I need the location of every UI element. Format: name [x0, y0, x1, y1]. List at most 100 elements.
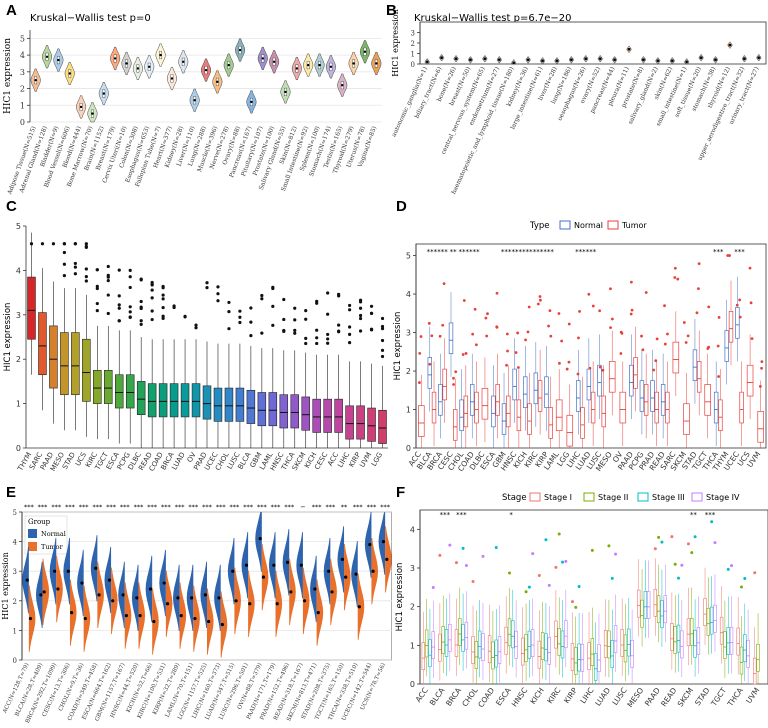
box-d: [491, 395, 496, 428]
outlier-d: [526, 330, 530, 334]
outlier-d: [505, 363, 508, 367]
median-e: [207, 619, 211, 624]
half-violin-e: [186, 564, 194, 631]
box-c: [334, 398, 343, 433]
legend-key-e: [28, 542, 37, 551]
x-tick-label: UCS(N=78,T=56): [359, 662, 387, 711]
significance-d: ***: [427, 248, 438, 256]
box-f: [441, 626, 445, 654]
box-f: [643, 591, 648, 619]
y-tick-label: 0: [410, 680, 415, 689]
outlier-d: [760, 366, 763, 370]
outlier-d: [630, 280, 633, 284]
outlier-d: [654, 359, 658, 363]
box-d: [619, 391, 627, 424]
violin-b-median: [671, 59, 674, 63]
outlier-c: [128, 275, 132, 279]
y-axis-title: HIC1 expression: [1, 552, 10, 620]
half-violin-e: [261, 543, 269, 611]
violin-a-median: [329, 65, 333, 69]
significance-d: ***: [437, 248, 448, 256]
box-d: [590, 391, 596, 424]
box-f: [623, 634, 628, 663]
panel-label-c: C: [6, 198, 17, 215]
outlier-d: [609, 326, 612, 330]
box-f: [663, 595, 667, 624]
outlier-d: [454, 370, 458, 374]
median-e: [316, 611, 320, 615]
half-violin-e: [42, 558, 50, 626]
outlier-d: [695, 311, 699, 315]
legend-key-d: [607, 220, 619, 230]
significance-e: ***: [65, 503, 76, 511]
violin-b-median: [440, 56, 443, 59]
outlier-c: [315, 299, 319, 304]
violin-a-median: [363, 50, 367, 53]
box-f: [497, 635, 502, 664]
significance-e: ***: [147, 503, 158, 511]
significance-d: ***: [522, 248, 533, 256]
box-c: [125, 374, 135, 409]
box-d: [746, 364, 754, 397]
outlier-d: [452, 383, 456, 386]
y-tick-label: 5: [20, 34, 25, 43]
half-violin-e: [268, 532, 276, 599]
outlier-d: [686, 334, 690, 338]
half-violin-e: [28, 585, 36, 652]
box-d: [739, 391, 744, 424]
outlier-f: [726, 567, 730, 571]
outlier-c: [293, 331, 297, 335]
outlier-d: [652, 368, 656, 372]
y-tick-label: 1: [410, 641, 415, 650]
box-f: [487, 635, 492, 664]
outlier-f: [557, 532, 561, 536]
outlier-c: [315, 341, 319, 346]
box-f: [753, 657, 757, 685]
outlier-c: [161, 316, 165, 320]
violin-a-median: [125, 62, 128, 65]
significance-e: ***: [325, 503, 336, 511]
outlier-d: [598, 365, 602, 369]
box-f: [421, 642, 426, 671]
box-c: [213, 387, 223, 422]
x-tick-label: OV(N=88,T=379): [236, 662, 264, 711]
box-f: [514, 630, 518, 659]
outlier-d: [473, 307, 477, 311]
y-tick-label: 4: [13, 539, 18, 547]
box-f: [458, 618, 462, 646]
violin-a-median: [318, 63, 321, 67]
violin-a-median: [341, 84, 344, 87]
outlier-c: [172, 304, 176, 308]
outlier-d: [495, 291, 499, 295]
box-f: [428, 639, 432, 668]
outlier-c: [106, 278, 110, 283]
legend-label-f: Stage IV: [706, 493, 740, 502]
half-violin-e: [282, 529, 290, 596]
violin-b-median: [699, 56, 703, 59]
significance-e: ***: [120, 503, 131, 511]
outlier-d: [538, 295, 542, 298]
outlier-c: [348, 303, 352, 308]
box-d: [713, 391, 719, 424]
box-c: [180, 383, 190, 418]
violin-b-median: [685, 60, 688, 64]
outlier-c: [238, 315, 242, 319]
outlier-c: [337, 294, 341, 298]
box-f: [590, 638, 595, 666]
half-violin-e: [111, 567, 118, 634]
box-f: [653, 589, 658, 617]
box-f: [736, 627, 740, 656]
x-tick-label: MESO: [625, 686, 645, 709]
half-violin-e: [179, 582, 187, 649]
y-tick-label: 3: [411, 30, 415, 38]
y-tick-label: 3: [16, 311, 21, 320]
box-f: [603, 630, 608, 658]
significance-d: ***: [586, 248, 597, 256]
violin-b-median: [541, 59, 544, 63]
violin-a-median: [34, 78, 37, 82]
y-tick-label: 4: [20, 51, 25, 60]
significance-f: **: [690, 511, 698, 519]
outlier-f: [653, 547, 657, 551]
box-c: [82, 338, 91, 402]
violin-a-median: [261, 57, 264, 60]
